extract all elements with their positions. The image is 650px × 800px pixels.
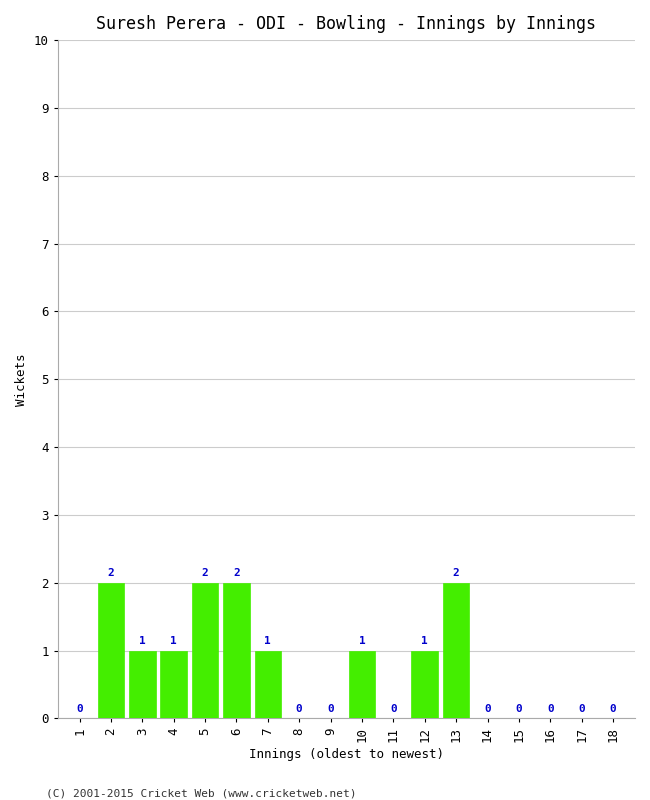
Bar [411, 650, 438, 718]
Bar [161, 650, 187, 718]
Bar [223, 582, 250, 718]
Bar [348, 650, 375, 718]
Text: 1: 1 [421, 636, 428, 646]
Title: Suresh Perera - ODI - Bowling - Innings by Innings: Suresh Perera - ODI - Bowling - Innings … [96, 15, 596, 33]
Text: 1: 1 [265, 636, 271, 646]
Text: 0: 0 [390, 704, 396, 714]
Text: 0: 0 [327, 704, 334, 714]
Text: 1: 1 [139, 636, 146, 646]
Text: 2: 2 [453, 568, 460, 578]
Text: 2: 2 [202, 568, 209, 578]
Text: (C) 2001-2015 Cricket Web (www.cricketweb.net): (C) 2001-2015 Cricket Web (www.cricketwe… [46, 788, 356, 798]
Text: 0: 0 [76, 704, 83, 714]
Bar [192, 582, 218, 718]
Bar [98, 582, 124, 718]
Text: 1: 1 [170, 636, 177, 646]
Text: 0: 0 [515, 704, 522, 714]
Text: 0: 0 [578, 704, 585, 714]
Bar [255, 650, 281, 718]
Text: 0: 0 [296, 704, 303, 714]
Text: 2: 2 [107, 568, 114, 578]
Bar [443, 582, 469, 718]
Text: 0: 0 [610, 704, 616, 714]
Text: 2: 2 [233, 568, 240, 578]
Text: 0: 0 [547, 704, 554, 714]
Y-axis label: Wickets: Wickets [15, 353, 28, 406]
Text: 1: 1 [359, 636, 365, 646]
X-axis label: Innings (oldest to newest): Innings (oldest to newest) [249, 748, 444, 761]
Bar [129, 650, 155, 718]
Text: 0: 0 [484, 704, 491, 714]
